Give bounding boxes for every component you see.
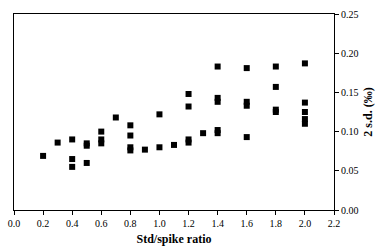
svg-text:0.10: 0.10 — [341, 126, 359, 137]
svg-text:0.00: 0.00 — [341, 205, 359, 216]
svg-text:0.20: 0.20 — [341, 48, 359, 59]
svg-text:2 s.d. (‰): 2 s.d. (‰) — [361, 87, 375, 136]
svg-text:0.15: 0.15 — [341, 87, 359, 98]
svg-text:0.4: 0.4 — [66, 218, 79, 229]
svg-text:1.0: 1.0 — [153, 218, 166, 229]
svg-text:2.0: 2.0 — [299, 218, 312, 229]
svg-text:0.2: 0.2 — [37, 218, 50, 229]
svg-text:1.4: 1.4 — [211, 218, 224, 229]
svg-text:0.05: 0.05 — [341, 165, 359, 176]
svg-text:2.2: 2.2 — [328, 218, 341, 229]
svg-text:1.8: 1.8 — [270, 218, 283, 229]
svg-text:0.25: 0.25 — [341, 9, 359, 20]
svg-text:1.6: 1.6 — [240, 218, 253, 229]
svg-text:Std/spike ratio: Std/spike ratio — [136, 232, 211, 246]
svg-text:0.6: 0.6 — [95, 218, 108, 229]
svg-text:0.0: 0.0 — [8, 218, 21, 229]
svg-text:0.8: 0.8 — [124, 218, 137, 229]
svg-text:1.2: 1.2 — [182, 218, 195, 229]
